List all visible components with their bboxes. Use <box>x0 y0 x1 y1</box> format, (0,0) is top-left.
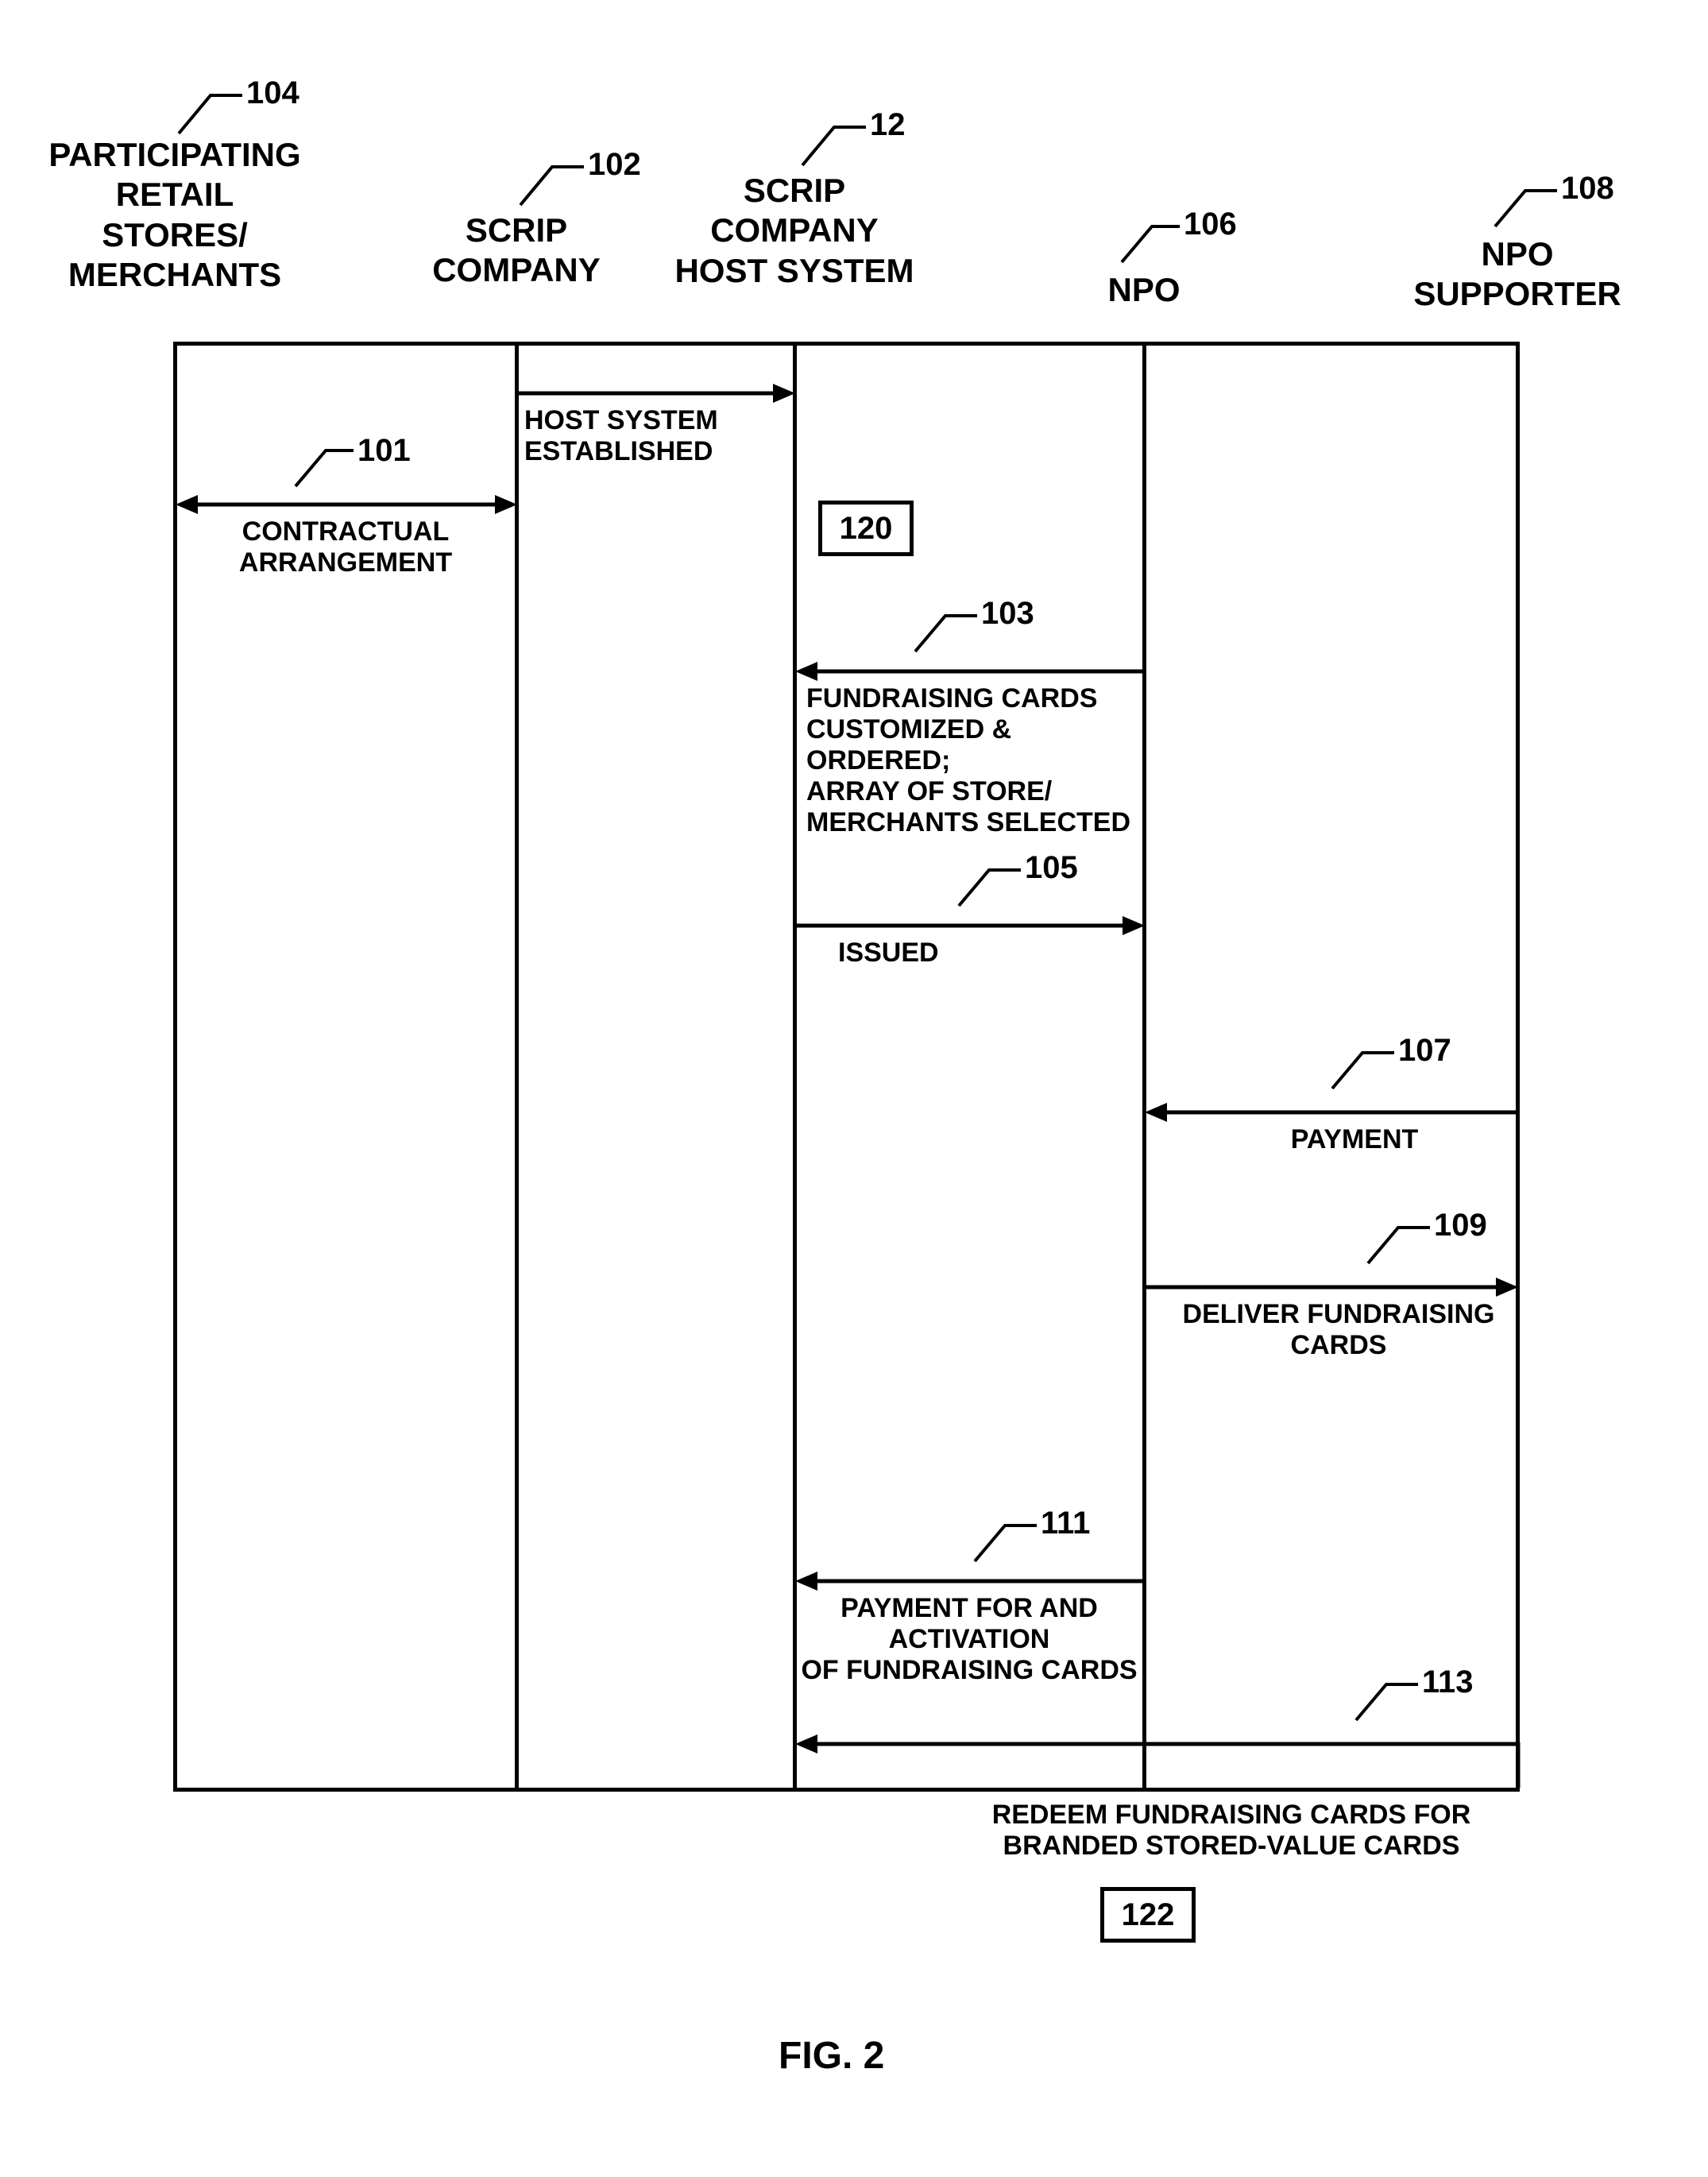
figure-label: FIG. 2 <box>779 2034 884 2078</box>
actor-supporter: NPO SUPPORTER <box>1398 234 1637 315</box>
lifeline-supporter <box>1516 342 1520 1788</box>
arrow-109 <box>1145 1275 1518 1299</box>
arrow-101 <box>176 493 517 516</box>
ref-101: 101 <box>357 433 411 469</box>
box-122: 122 <box>1100 1887 1196 1943</box>
leader-101 <box>286 450 357 494</box>
lifeline-scrip-company <box>515 342 519 1788</box>
leader-113 <box>1347 1684 1422 1728</box>
leader-109 <box>1358 1228 1434 1271</box>
actor-npo: NPO <box>1088 270 1200 310</box>
ref-12: 12 <box>870 107 906 143</box>
lifeline-merchants <box>173 342 177 1788</box>
leader-12 <box>794 127 874 175</box>
actor-host-system: SCRIP COMPANY HOST SYSTEM <box>659 171 929 291</box>
arrow-host-est <box>517 381 795 405</box>
arrow-103 <box>795 659 1145 683</box>
leader-107 <box>1323 1053 1398 1096</box>
ref-106: 106 <box>1184 207 1237 242</box>
ref-105: 105 <box>1025 850 1078 886</box>
msg-113: REDEEM FUNDRAISING CARDS FOR BRANDED STO… <box>953 1800 1509 1862</box>
msg-107: PAYMENT <box>1255 1124 1454 1155</box>
ref-113: 113 <box>1422 1665 1474 1700</box>
leader-102 <box>508 167 588 215</box>
leader-106 <box>1112 226 1184 270</box>
arrow-111 <box>795 1569 1145 1593</box>
msg-101: CONTRACTUAL ARRANGEMENT <box>199 516 493 578</box>
msg-111: PAYMENT FOR AND ACTIVATION OF FUNDRAISIN… <box>763 1593 1176 1686</box>
ref-111: 111 <box>1041 1506 1090 1541</box>
msg-host-est: HOST SYSTEM ESTABLISHED <box>524 405 763 467</box>
actor-merchants: PARTICIPATING RETAIL STORES/ MERCHANTS <box>48 135 302 296</box>
msg-105: ISSUED <box>838 938 997 969</box>
ref-103: 103 <box>981 596 1034 632</box>
leader-111 <box>965 1525 1041 1569</box>
leader-103 <box>906 616 981 659</box>
actor-scrip-company: SCRIP COMPANY <box>413 211 620 291</box>
msg-103: FUNDRAISING CARDS CUSTOMIZED & ORDERED; … <box>806 683 1148 838</box>
ref-109: 109 <box>1434 1208 1487 1243</box>
ref-108: 108 <box>1561 171 1614 207</box>
top-rule <box>173 342 1520 346</box>
box-120: 120 <box>818 501 914 556</box>
ref-104: 104 <box>246 75 299 111</box>
leader-105 <box>949 870 1025 914</box>
leader-108 <box>1486 191 1561 234</box>
ref-107: 107 <box>1398 1033 1451 1069</box>
msg-109: DELIVER FUNDRAISING CARDS <box>1160 1299 1517 1361</box>
arrow-105 <box>795 914 1145 938</box>
arrow-113 <box>795 1732 1518 1796</box>
arrow-107 <box>1145 1100 1518 1124</box>
ref-102: 102 <box>588 147 641 183</box>
